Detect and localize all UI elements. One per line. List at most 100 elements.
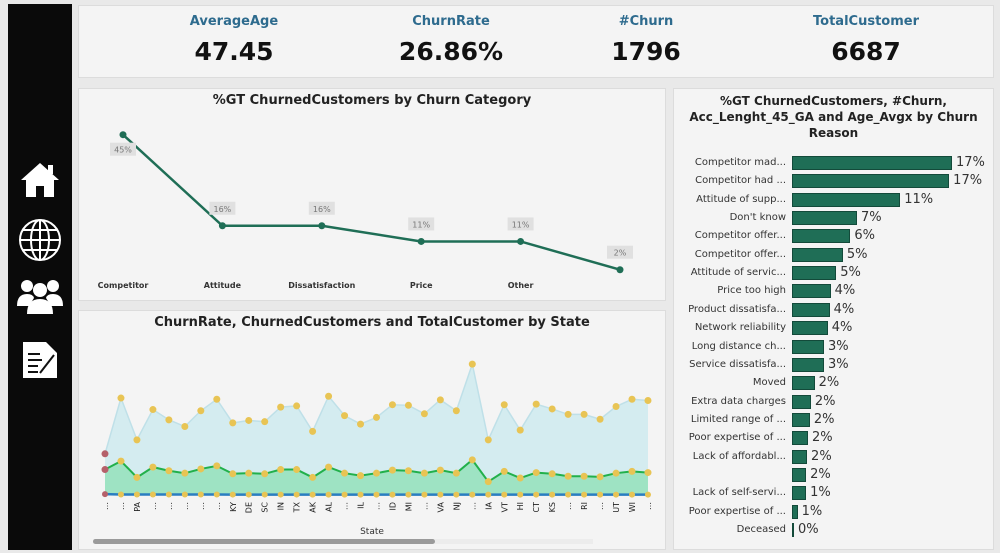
globe-icon: [19, 219, 61, 261]
data-point[interactable]: [119, 131, 127, 139]
kpi-card: AverageAge 47.45 ChurnRate 26.86% #Churn 17…: [78, 5, 994, 78]
kpi-churn-rate: ChurnRate 26.86%: [341, 6, 561, 66]
data-label: 11%: [512, 220, 530, 229]
sidebar: [8, 4, 72, 550]
data-label-bg: [507, 217, 534, 231]
kpi-label: TotalCustomer: [813, 14, 919, 29]
bar-data-label: 6%: [854, 228, 875, 244]
bar-category-label: Competitor offer...: [694, 248, 786, 260]
bar-category-label: Limited range of ...: [690, 413, 786, 425]
bar-category-label: Network reliability: [694, 322, 786, 334]
bar-category-label: Lack of affordabl...: [692, 450, 786, 462]
bar[interactable]: [792, 247, 843, 262]
bar[interactable]: [792, 211, 857, 226]
bar-data-label: 2%: [812, 430, 833, 446]
data-point[interactable]: [318, 222, 326, 230]
bar-category-label: Lack of self-servi...: [692, 487, 786, 499]
x-tick-label: Price: [410, 281, 433, 290]
kpi-label: AverageAge: [189, 14, 279, 29]
home-icon: [21, 163, 59, 197]
bar[interactable]: [792, 449, 808, 464]
bar-category-label: Competitor mad...: [694, 157, 786, 168]
data-label: 11%: [412, 220, 430, 229]
bar-category-label: Service dissatisfa...: [689, 358, 786, 370]
data-label-bg: [607, 245, 633, 259]
bar-data-label: 2%: [813, 411, 835, 427]
state-area-chart-card: ChurnRate, ChurnedCustomers and TotalCus…: [78, 310, 666, 550]
data-label: 16%: [214, 205, 232, 214]
kpi-value: 1796: [611, 37, 681, 66]
bar[interactable]: [792, 467, 807, 482]
nav-home[interactable]: [14, 158, 66, 202]
x-axis-label: State: [360, 527, 384, 537]
kpi-value: 26.86%: [398, 37, 504, 66]
bar-category-label: Attitude of servic...: [690, 267, 786, 279]
x-tick-label: Other: [508, 281, 534, 290]
bar-category-label: Long distance ch...: [691, 340, 786, 352]
bar[interactable]: [792, 523, 794, 537]
chart-title: %GT ChurnedCustomers by Churn Category: [212, 93, 532, 108]
data-label-bg: [110, 142, 136, 156]
bar[interactable]: [792, 412, 810, 427]
kpi-average-age: AverageAge 47.45: [124, 6, 344, 66]
bar[interactable]: [792, 302, 830, 317]
bar-data-label: 2%: [811, 448, 832, 464]
bar[interactable]: [792, 504, 798, 519]
bar-data-label: 1%: [801, 503, 823, 519]
bar-data-label: 3%: [828, 338, 849, 354]
bar-category-label: Poor expertise of ...: [688, 505, 786, 517]
bar-data-label: 2%: [814, 393, 836, 409]
bar[interactable]: [792, 174, 950, 189]
bar-data-label: 4%: [833, 301, 855, 317]
bar[interactable]: [792, 394, 811, 409]
nav-report[interactable]: [14, 338, 66, 382]
x-tick-label: Competitor: [98, 281, 149, 290]
series-line: [122, 133, 621, 271]
bar-data-label: 5%: [846, 246, 868, 262]
data-label-bg: [308, 201, 335, 215]
bar[interactable]: [792, 357, 824, 372]
bar-data-label: 11%: [904, 191, 934, 207]
bar[interactable]: [792, 339, 824, 354]
bar[interactable]: [792, 192, 901, 207]
bar-category-label: Competitor had ...: [695, 175, 786, 187]
kpi-value: 6687: [831, 37, 901, 66]
data-label: 2%: [614, 249, 627, 258]
kpi-churn-count: #Churn 1796: [536, 6, 756, 66]
bar-data-label: 0%: [798, 522, 819, 537]
bar-data-label: 17%: [956, 155, 985, 170]
category-line-chart-card: %GT ChurnedCustomers by Churn Category: [78, 88, 666, 301]
bar-category-label: Extra data charges: [691, 395, 786, 407]
bar[interactable]: [792, 266, 837, 281]
data-point[interactable]: [417, 237, 425, 245]
bar[interactable]: [792, 486, 807, 501]
kpi-total-customer: TotalCustomer 6687: [756, 6, 976, 66]
x-tick-label: Attitude: [204, 281, 242, 290]
kpi-label: ChurnRate: [412, 14, 490, 29]
bar[interactable]: [792, 229, 851, 244]
bar-data-label: 4%: [834, 283, 856, 299]
bar[interactable]: [792, 321, 828, 336]
data-label-bg: [209, 201, 236, 215]
kpi-label: #Churn: [618, 14, 674, 29]
data-point[interactable]: [517, 237, 525, 245]
bar-data-label: 17%: [953, 173, 983, 189]
bar-category-label: Moved: [752, 377, 786, 389]
bar[interactable]: [792, 156, 952, 170]
bar-category-label: Attitude of supp...: [696, 193, 786, 205]
bar-data-label: 3%: [828, 356, 849, 372]
bar[interactable]: [792, 284, 831, 299]
nav-customers[interactable]: [14, 274, 66, 318]
scrollbar-track[interactable]: [93, 539, 593, 544]
bar-data-label: 7%: [860, 210, 882, 226]
scrollbar-thumb[interactable]: [93, 539, 435, 544]
bar[interactable]: [792, 376, 815, 391]
chart-title: ChurnRate, ChurnedCustomers and TotalCus…: [154, 315, 590, 330]
bar[interactable]: [792, 431, 808, 446]
data-point[interactable]: [218, 222, 226, 230]
chart-title: %GT ChurnedCustomers, #Churn, Acc_Lenght…: [689, 94, 978, 140]
bar-category-label: Poor expertise of ...: [688, 432, 786, 444]
nav-globe[interactable]: [14, 218, 66, 262]
data-point[interactable]: [616, 266, 624, 274]
